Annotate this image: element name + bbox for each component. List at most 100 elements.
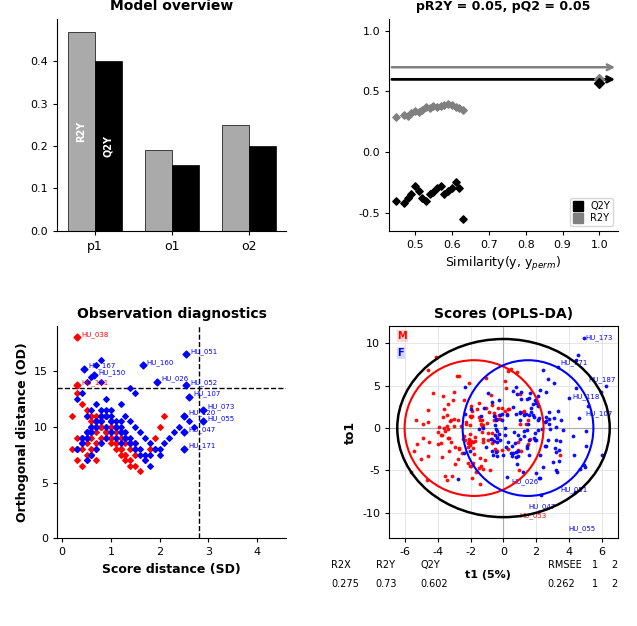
Point — [443, 186, 454, 196]
Point — [447, 183, 457, 193]
Point — [554, 456, 564, 466]
Point — [82, 455, 92, 465]
Point — [465, 446, 475, 456]
Point — [515, 419, 526, 429]
Point — [518, 407, 528, 417]
Point — [120, 438, 131, 448]
Point — [461, 435, 471, 445]
Point — [422, 451, 433, 461]
Point — [101, 394, 111, 404]
Point — [183, 416, 194, 426]
Point — [443, 433, 454, 443]
Point — [399, 198, 409, 208]
Point — [445, 416, 455, 426]
Point — [497, 414, 507, 424]
Point — [549, 413, 559, 423]
Point — [462, 438, 473, 448]
Point — [459, 395, 469, 405]
Bar — [68, 31, 95, 231]
Point — [96, 416, 106, 426]
Point — [465, 420, 475, 430]
Point — [524, 450, 534, 460]
Point — [72, 332, 82, 342]
Point — [551, 464, 561, 475]
Point — [145, 438, 155, 448]
Point — [492, 437, 502, 447]
Point — [106, 438, 116, 448]
Point — [443, 399, 453, 409]
Point — [120, 411, 131, 421]
Point — [86, 444, 96, 454]
Point — [528, 410, 538, 420]
Point — [554, 445, 564, 455]
Point — [406, 108, 417, 118]
Title: pR2Y = 0.05, pQ2 = 0.05: pR2Y = 0.05, pQ2 = 0.05 — [417, 1, 590, 13]
Point — [183, 392, 194, 402]
Point — [135, 444, 145, 454]
Point — [154, 422, 164, 432]
Point — [458, 213, 468, 223]
Point — [443, 99, 454, 109]
Point — [82, 377, 92, 387]
Point — [111, 433, 121, 443]
Point — [450, 102, 461, 112]
Point — [503, 444, 513, 454]
Point — [487, 446, 497, 456]
Point — [573, 350, 583, 360]
Text: HU_187: HU_187 — [589, 376, 616, 383]
Point — [412, 439, 422, 449]
Point — [519, 409, 529, 419]
Point — [436, 101, 446, 111]
Point — [91, 416, 101, 426]
Point — [550, 443, 560, 453]
Text: R2X: R2X — [331, 560, 351, 570]
Text: HU_120: HU_120 — [188, 409, 215, 416]
Point — [504, 404, 514, 414]
Point — [474, 424, 484, 434]
Text: HU_160: HU_160 — [147, 359, 174, 366]
Point — [466, 404, 476, 414]
Text: t1 (5%): t1 (5%) — [465, 570, 511, 580]
Point — [486, 434, 496, 444]
Point — [130, 444, 140, 454]
Point — [96, 405, 106, 415]
Point — [468, 458, 478, 468]
Point — [179, 411, 189, 421]
Point — [130, 444, 140, 454]
Point — [501, 383, 511, 393]
Point — [583, 401, 593, 411]
Point — [154, 444, 164, 454]
Point — [120, 428, 131, 438]
Point — [551, 447, 561, 457]
Point — [111, 416, 121, 426]
Legend: Q2Y, R2Y: Q2Y, R2Y — [570, 198, 613, 226]
Point — [169, 428, 179, 438]
Point — [189, 422, 199, 432]
Point — [111, 438, 121, 448]
Point — [440, 471, 450, 481]
Point — [527, 399, 538, 409]
Point — [106, 433, 116, 443]
Point — [120, 455, 131, 465]
Point — [403, 111, 413, 121]
Text: 1: 1 — [592, 560, 599, 570]
Point — [125, 438, 136, 448]
Point — [476, 411, 486, 421]
Point — [519, 431, 529, 441]
Point — [529, 412, 539, 422]
Point — [575, 464, 585, 475]
Point — [487, 438, 497, 448]
Point — [459, 448, 469, 458]
Point — [106, 405, 116, 415]
Point — [523, 419, 533, 429]
Point — [425, 190, 435, 200]
Point — [106, 411, 116, 421]
Point — [512, 367, 522, 377]
Point — [483, 428, 493, 438]
Point — [115, 444, 125, 454]
Point — [182, 349, 192, 359]
Point — [457, 448, 467, 458]
Text: HU_026: HU_026 — [512, 478, 539, 485]
Point — [410, 181, 420, 191]
Point — [101, 411, 111, 421]
